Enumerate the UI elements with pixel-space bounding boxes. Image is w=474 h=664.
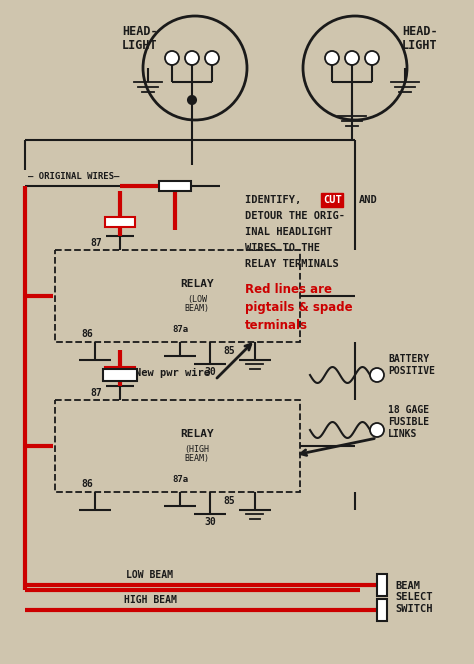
Text: 18 GAGE
FUSIBLE
LINKS: 18 GAGE FUSIBLE LINKS [388, 406, 429, 439]
Circle shape [345, 51, 359, 65]
Circle shape [365, 51, 379, 65]
Text: BEAM
SELECT
SWITCH: BEAM SELECT SWITCH [395, 581, 432, 614]
Text: 30: 30 [204, 517, 216, 527]
Text: HIGH BEAM: HIGH BEAM [124, 595, 176, 605]
Text: 87a: 87a [172, 475, 188, 484]
Bar [377, 599, 387, 621]
Text: DETOUR THE ORIG-: DETOUR THE ORIG- [245, 211, 345, 221]
Text: (HIGH
BEAM): (HIGH BEAM) [184, 445, 210, 463]
Text: RELAY TERMINALS: RELAY TERMINALS [245, 259, 339, 269]
Text: INAL HEADLIGHT: INAL HEADLIGHT [245, 227, 332, 237]
Text: LOW BEAM: LOW BEAM [127, 570, 173, 580]
Text: 85: 85 [223, 346, 235, 356]
Text: WIRES TO THE: WIRES TO THE [245, 243, 320, 253]
Text: AND: AND [359, 195, 378, 205]
Circle shape [370, 368, 384, 382]
Bar [55, 400, 300, 492]
Text: 86: 86 [81, 329, 93, 339]
Circle shape [185, 51, 199, 65]
Text: terminals: terminals [245, 319, 308, 332]
Text: – ORIGINAL WIRES–: – ORIGINAL WIRES– [28, 172, 119, 181]
Bar [377, 574, 387, 596]
Text: Red lines are: Red lines are [245, 283, 332, 296]
Circle shape [370, 423, 384, 437]
Text: IDENTIFY,: IDENTIFY, [245, 195, 308, 205]
Text: HEAD-
LIGHT: HEAD- LIGHT [402, 25, 438, 52]
Bar [105, 217, 135, 227]
Circle shape [188, 96, 196, 104]
Circle shape [205, 51, 219, 65]
Bar [105, 367, 135, 377]
Text: 85: 85 [223, 496, 235, 506]
Text: RELAY: RELAY [180, 279, 214, 289]
Circle shape [325, 51, 339, 65]
Text: 86: 86 [81, 479, 93, 489]
Text: HEAD-
LIGHT: HEAD- LIGHT [122, 25, 158, 52]
Text: 30: 30 [204, 367, 216, 377]
Text: pigtails & spade: pigtails & spade [245, 301, 353, 314]
Text: CUT: CUT [323, 195, 342, 205]
Bar [159, 181, 191, 191]
Text: 87: 87 [90, 388, 102, 398]
Text: BATTERY
POSITIVE: BATTERY POSITIVE [388, 354, 435, 376]
Text: 87a: 87a [172, 325, 188, 334]
Text: RELAY: RELAY [180, 429, 214, 439]
Text: New pwr wire: New pwr wire [135, 368, 210, 378]
Text: (LOW
BEAM): (LOW BEAM) [184, 295, 210, 313]
Circle shape [165, 51, 179, 65]
Text: 87: 87 [90, 238, 102, 248]
Bar [55, 250, 300, 342]
Bar [103, 369, 137, 381]
